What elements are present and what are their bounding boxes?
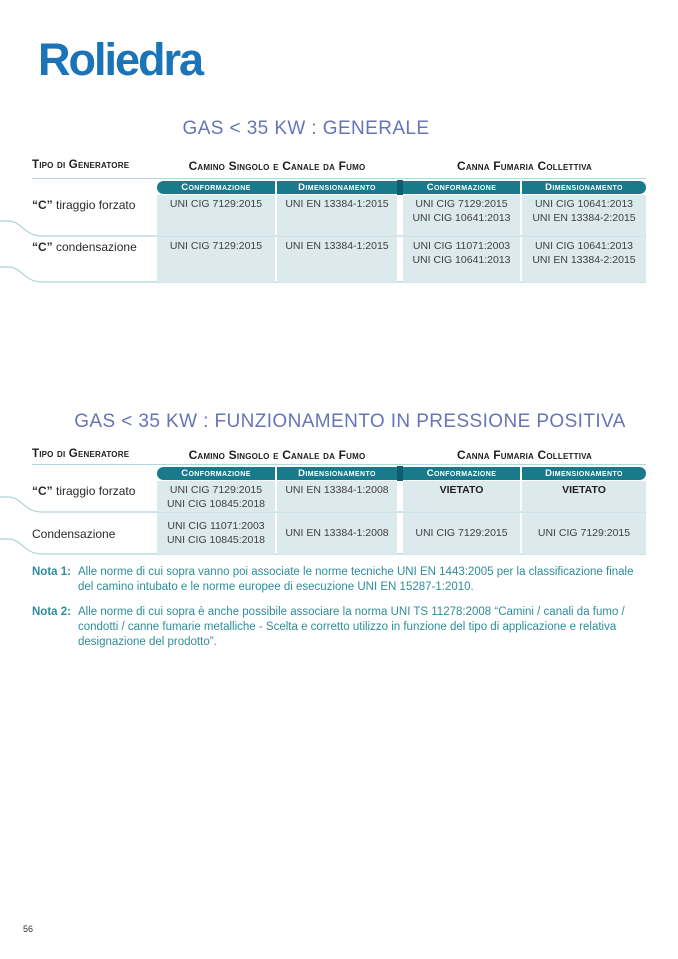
subheader-dimensionamento: Dimensionamento xyxy=(277,181,397,194)
cell-line: UNI CIG 7129:2015 xyxy=(415,198,508,210)
group-header-camino-singolo: Camino Singolo e Canale da Fumo xyxy=(188,159,366,173)
column-header-tipo-generatore: Tipo di Generatore xyxy=(32,159,130,171)
subheader-dimensionamento: Dimensionamento xyxy=(522,181,646,194)
table-cell: UNI CIG 7129:2015 UNI CIG 10641:2013 xyxy=(403,195,520,236)
table-cell: UNI CIG 10641:2013 UNI EN 13384-2:2015 xyxy=(522,195,646,236)
row-label: Condensazione xyxy=(32,513,155,554)
subheader-dimensionamento: Dimensionamento xyxy=(277,467,397,480)
column-header-tipo-generatore: Tipo di Generatore xyxy=(32,448,130,460)
table-cell-vietato: VIETATO xyxy=(522,481,646,512)
subheader-conformazione: Conformazione xyxy=(157,467,275,480)
group-header-camino-singolo: Camino Singolo e Canale da Fumo xyxy=(188,448,366,462)
row-label-text: tiraggio forzato xyxy=(52,198,136,212)
cell-line: UNI EN 13384-1:2008 xyxy=(285,526,389,539)
note-text: Alle norme di cui sopra vanno poi associ… xyxy=(78,566,634,593)
note-2: Nota 2: Alle norme di cui sopra è anche … xyxy=(32,605,648,650)
cell-line: UNI CIG 11071:2003 xyxy=(167,520,265,532)
table-pressione-positiva: GAS < 35 KW : FUNZIONAMENTO IN PRESSIONE… xyxy=(0,405,678,565)
table-cell: UNI CIG 7129:2015 xyxy=(157,195,275,236)
row-label-bold: “C” xyxy=(32,198,53,212)
table-cell: UNI CIG 7129:2015 UNI CIG 10845:2018 xyxy=(157,481,275,512)
table-cell: UNI EN 13384-1:2008 xyxy=(277,513,397,554)
table-generale: GAS < 35 KW : GENERALE Tipo di Generator… xyxy=(0,112,678,292)
cell-line: UNI EN 13384-1:2015 xyxy=(285,240,389,252)
row-label-bold: “C” xyxy=(32,484,53,498)
cell-line: UNI CIG 7129:2015 xyxy=(169,240,263,252)
cell-line: UNI CIG 7129:2015 xyxy=(169,198,263,210)
cell-line: UNI CIG 7129:2015 xyxy=(537,526,631,539)
cell-line: UNI CIG 7129:2015 xyxy=(169,484,263,496)
note-1: Nota 1: Alle norme di cui sopra vanno po… xyxy=(32,565,648,595)
table-top-border xyxy=(32,464,646,465)
table-cell: UNI EN 13384-1:2015 xyxy=(277,237,397,282)
group-separator xyxy=(397,466,403,481)
cell-line: UNI CIG 10845:2018 xyxy=(166,497,266,510)
table-cell: UNI CIG 11071:2003 UNI CIG 10845:2018 xyxy=(157,513,275,554)
table-cell: UNI CIG 7129:2015 xyxy=(403,513,520,554)
subheader-dimensionamento: Dimensionamento xyxy=(522,467,646,480)
table-row: Condensazione UNI CIG 11071:2003 UNI CIG… xyxy=(0,513,678,554)
cell-line: UNI CIG 7129:2015 xyxy=(415,526,508,539)
subheader-conformazione: Conformazione xyxy=(157,181,275,194)
table-cell: UNI CIG 7129:2015 xyxy=(522,513,646,554)
subheader-conformazione: Conformazione xyxy=(403,467,520,480)
group-header-canna-fumaria: Canna Fumaria Collettiva xyxy=(456,159,593,173)
cell-line: UNI CIG 10641:2013 xyxy=(412,253,511,266)
group-separator xyxy=(397,180,403,195)
cell-line: VIETATO xyxy=(439,484,484,496)
table-row: “C” tiraggio forzato UNI CIG 7129:2015 U… xyxy=(0,195,678,236)
cell-line: VIETATO xyxy=(562,484,606,496)
row-label-text: tiraggio forzato xyxy=(52,484,136,498)
page-title: GAS < 35 KW : FUNZIONAMENTO IN PRESSIONE… xyxy=(74,411,626,432)
group-header-canna-fumaria: Canna Fumaria Collettiva xyxy=(456,448,593,462)
note-text: Alle norme di cui sopra è anche possibil… xyxy=(78,606,625,648)
cell-line: UNI EN 13384-1:2008 xyxy=(285,484,389,496)
table-cell: UNI EN 13384-1:2015 xyxy=(277,195,397,236)
table-row: “C” tiraggio forzato UNI CIG 7129:2015 U… xyxy=(0,481,678,512)
note-label: Nota 1: xyxy=(32,566,71,578)
subheader-conformazione: Conformazione xyxy=(403,181,520,194)
cell-line: UNI CIG 10641:2013 xyxy=(534,198,634,210)
cell-line: UNI EN 13384-2:2015 xyxy=(532,211,636,224)
table-top-border xyxy=(32,178,646,179)
table-cell: UNI EN 13384-1:2008 xyxy=(277,481,397,512)
cell-line: UNI CIG 11071:2003 xyxy=(412,240,511,252)
row-label-text: condensazione xyxy=(52,240,137,254)
row-label: “C” condensazione xyxy=(32,237,155,282)
cell-line: UNI CIG 10845:2018 xyxy=(166,533,266,546)
note-label: Nota 2: xyxy=(32,606,71,618)
table-row: “C” condensazione UNI CIG 7129:2015 UNI … xyxy=(0,237,678,282)
cell-line: UNI EN 13384-2:2015 xyxy=(532,253,636,266)
row-label-text: Condensazione xyxy=(32,526,116,541)
roliedra-logo: Roliedra xyxy=(38,34,204,85)
table-cell-vietato: VIETATO xyxy=(403,481,520,512)
page-title: GAS < 35 KW : GENERALE xyxy=(182,118,430,139)
row-label-bold: “C” xyxy=(32,240,53,254)
row-label: “C” tiraggio forzato xyxy=(32,195,155,236)
table-cell: UNI CIG 10641:2013 UNI EN 13384-2:2015 xyxy=(522,237,646,282)
table-cell: UNI CIG 7129:2015 xyxy=(157,237,275,282)
cell-line: UNI CIG 10641:2013 xyxy=(534,240,634,252)
table-cell: UNI CIG 11071:2003 UNI CIG 10641:2013 xyxy=(403,237,520,282)
cell-line: UNI EN 13384-1:2015 xyxy=(285,198,389,210)
row-label: “C” tiraggio forzato xyxy=(32,481,155,512)
page-number: 56 xyxy=(23,924,34,934)
cell-line: UNI CIG 10641:2013 xyxy=(412,211,511,224)
